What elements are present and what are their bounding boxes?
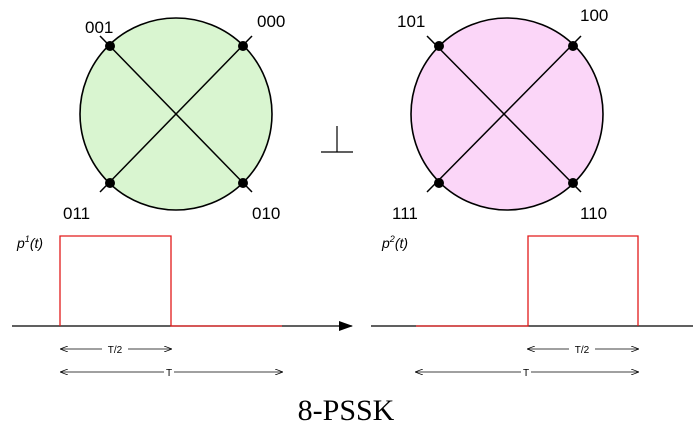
left-pulse-plot: p1(t) T/2 T [12, 234, 353, 379]
label-001: 001 [85, 18, 113, 37]
left-diagonal-2 [99, 35, 253, 193]
right-full-period-label: T [523, 368, 529, 379]
right-pulse-waveform [416, 235, 639, 327]
label-011: 011 [63, 204, 90, 223]
symbol-point-101 [434, 41, 444, 51]
left-constellation: 001 000 011 010 [63, 12, 285, 223]
right-diagonal-2 [426, 35, 582, 193]
right-pulse-plot: p2(t) T/2 T [371, 234, 693, 379]
label-111: 111 [392, 204, 418, 223]
label-000: 000 [257, 12, 285, 31]
symbol-point-100 [568, 41, 578, 51]
right-pulse-name: p2(t) [381, 234, 408, 251]
left-pulse-name: p1(t) [16, 234, 43, 251]
symbol-point-000 [238, 41, 248, 51]
left-full-period-label: T [166, 368, 172, 379]
label-110: 110 [580, 204, 607, 223]
left-half-period-label: T/2 [108, 345, 123, 356]
right-constellation: 101 100 111 110 [392, 6, 608, 223]
symbol-point-010 [238, 178, 248, 188]
label-101: 101 [397, 12, 425, 31]
label-010: 010 [252, 204, 280, 223]
symbol-point-111 [434, 178, 444, 188]
symbol-point-001 [105, 41, 115, 51]
right-constellation-circle [410, 17, 604, 211]
orthogonal-symbol [321, 126, 353, 153]
symbol-point-011 [105, 178, 115, 188]
right-half-period-label: T/2 [575, 345, 590, 356]
diagram-title: 8-PSSK [298, 394, 395, 427]
label-100: 100 [580, 6, 608, 25]
left-pulse-waveform [59, 235, 282, 327]
symbol-point-110 [568, 178, 578, 188]
